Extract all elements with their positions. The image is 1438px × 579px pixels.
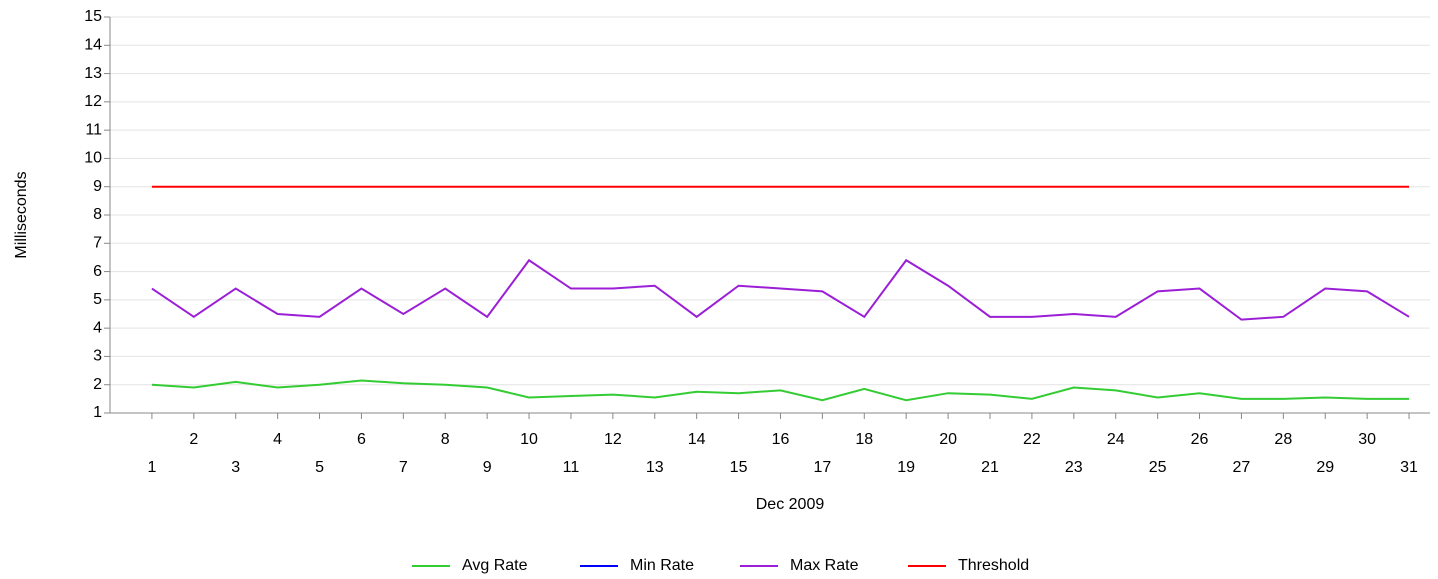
x-tick-label: 2 [189, 431, 198, 448]
legend-label: Avg Rate [462, 557, 528, 574]
x-tick-label: 23 [1065, 459, 1083, 476]
series-line [151, 379, 1410, 402]
y-tick-label: 2 [93, 376, 102, 393]
y-tick-label: 3 [93, 348, 102, 365]
x-tick-label: 17 [813, 459, 831, 476]
x-tick-label: 5 [315, 459, 324, 476]
y-tick-label: 12 [84, 93, 102, 110]
x-tick-label: 18 [855, 431, 873, 448]
x-tick-label: 31 [1400, 459, 1418, 476]
x-tick-label: 4 [273, 431, 282, 448]
y-tick-label: 5 [93, 291, 102, 308]
legend-label: Min Rate [630, 557, 694, 574]
x-tick-label: 25 [1149, 459, 1167, 476]
x-tick-label: 16 [772, 431, 790, 448]
x-tick-label: 29 [1316, 459, 1334, 476]
x-tick-label: 6 [357, 431, 366, 448]
x-tick-label: 27 [1233, 459, 1251, 476]
x-tick-label: 15 [730, 459, 748, 476]
x-tick-label: 1 [147, 459, 156, 476]
y-tick-label: 14 [84, 37, 102, 54]
y-tick-label: 6 [93, 263, 102, 280]
y-tick-label: 1 [93, 404, 102, 421]
x-tick-label: 21 [981, 459, 999, 476]
y-axis-label: Milliseconds [13, 171, 30, 258]
x-axis-label: Dec 2009 [756, 496, 825, 513]
x-tick-label: 20 [939, 431, 957, 448]
x-tick-label: 26 [1191, 431, 1209, 448]
y-tick-label: 10 [84, 150, 102, 167]
legend-label: Threshold [958, 557, 1029, 574]
y-tick-label: 7 [93, 235, 102, 252]
y-tick-label: 11 [85, 121, 102, 138]
legend-label: Max Rate [790, 557, 859, 574]
x-tick-label: 3 [231, 459, 240, 476]
x-tick-label: 22 [1023, 431, 1041, 448]
x-tick-label: 13 [646, 459, 664, 476]
y-tick-label: 15 [84, 8, 102, 25]
x-tick-label: 11 [563, 459, 580, 476]
y-tick-label: 4 [93, 319, 102, 336]
y-tick-label: 9 [93, 178, 102, 195]
x-tick-label: 7 [399, 459, 408, 476]
y-tick-label: 13 [84, 65, 102, 82]
series-line [151, 258, 1410, 321]
x-tick-label: 24 [1107, 431, 1125, 448]
x-tick-label: 12 [604, 431, 622, 448]
y-tick-label: 8 [93, 206, 102, 223]
x-tick-label: 19 [897, 459, 915, 476]
x-tick-label: 14 [688, 431, 706, 448]
x-tick-label: 8 [441, 431, 450, 448]
x-tick-label: 28 [1274, 431, 1292, 448]
x-tick-label: 9 [483, 459, 492, 476]
x-tick-label: 10 [520, 431, 538, 448]
x-tick-label: 30 [1358, 431, 1376, 448]
